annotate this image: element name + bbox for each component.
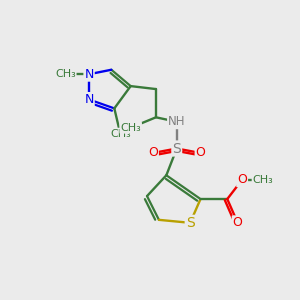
Text: O: O	[148, 146, 158, 160]
Text: CH₃: CH₃	[120, 123, 141, 133]
Text: NH: NH	[168, 115, 185, 128]
Text: S: S	[172, 142, 181, 155]
Text: O: O	[233, 216, 243, 229]
Text: O: O	[237, 173, 247, 186]
Text: CH₃: CH₃	[55, 69, 76, 79]
Text: S: S	[186, 216, 194, 230]
Text: CH₃: CH₃	[253, 175, 273, 185]
Text: N: N	[84, 68, 94, 81]
Text: O: O	[196, 146, 206, 160]
Text: CH₃: CH₃	[110, 129, 131, 139]
Text: N: N	[84, 93, 94, 106]
